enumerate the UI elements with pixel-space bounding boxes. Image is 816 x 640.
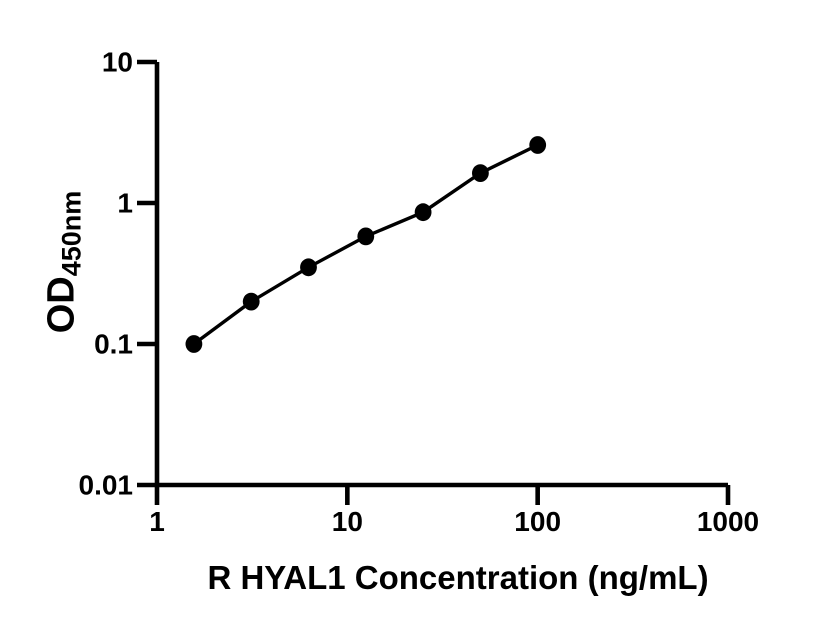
y-axis-title-main: OD [40,276,83,334]
data-point-marker [529,136,547,154]
data-point-marker [414,203,432,222]
y-tick-label: 0.1 [94,329,133,360]
data-point-marker [242,292,260,311]
x-tick-label: 10 [332,506,363,537]
y-tick-label: 10 [102,47,133,78]
data-point-marker [472,164,489,183]
axes-frame [154,62,728,488]
data-point-marker [185,335,203,353]
data-point-marker [300,258,317,277]
y-tick-label: 0.01 [79,470,134,501]
x-tick-label: 1 [149,506,165,537]
y-axis-title: OD450nm [41,191,88,334]
x-tick-label: 1000 [697,506,759,537]
y-tick-label: 1 [117,188,133,219]
x-axis-title: R HYAL1 Concentration (ng/mL) [207,559,709,596]
x-tick-label: 100 [514,506,561,537]
data-point-marker [357,227,375,246]
y-axis-title-subscript: 450nm [56,190,87,277]
